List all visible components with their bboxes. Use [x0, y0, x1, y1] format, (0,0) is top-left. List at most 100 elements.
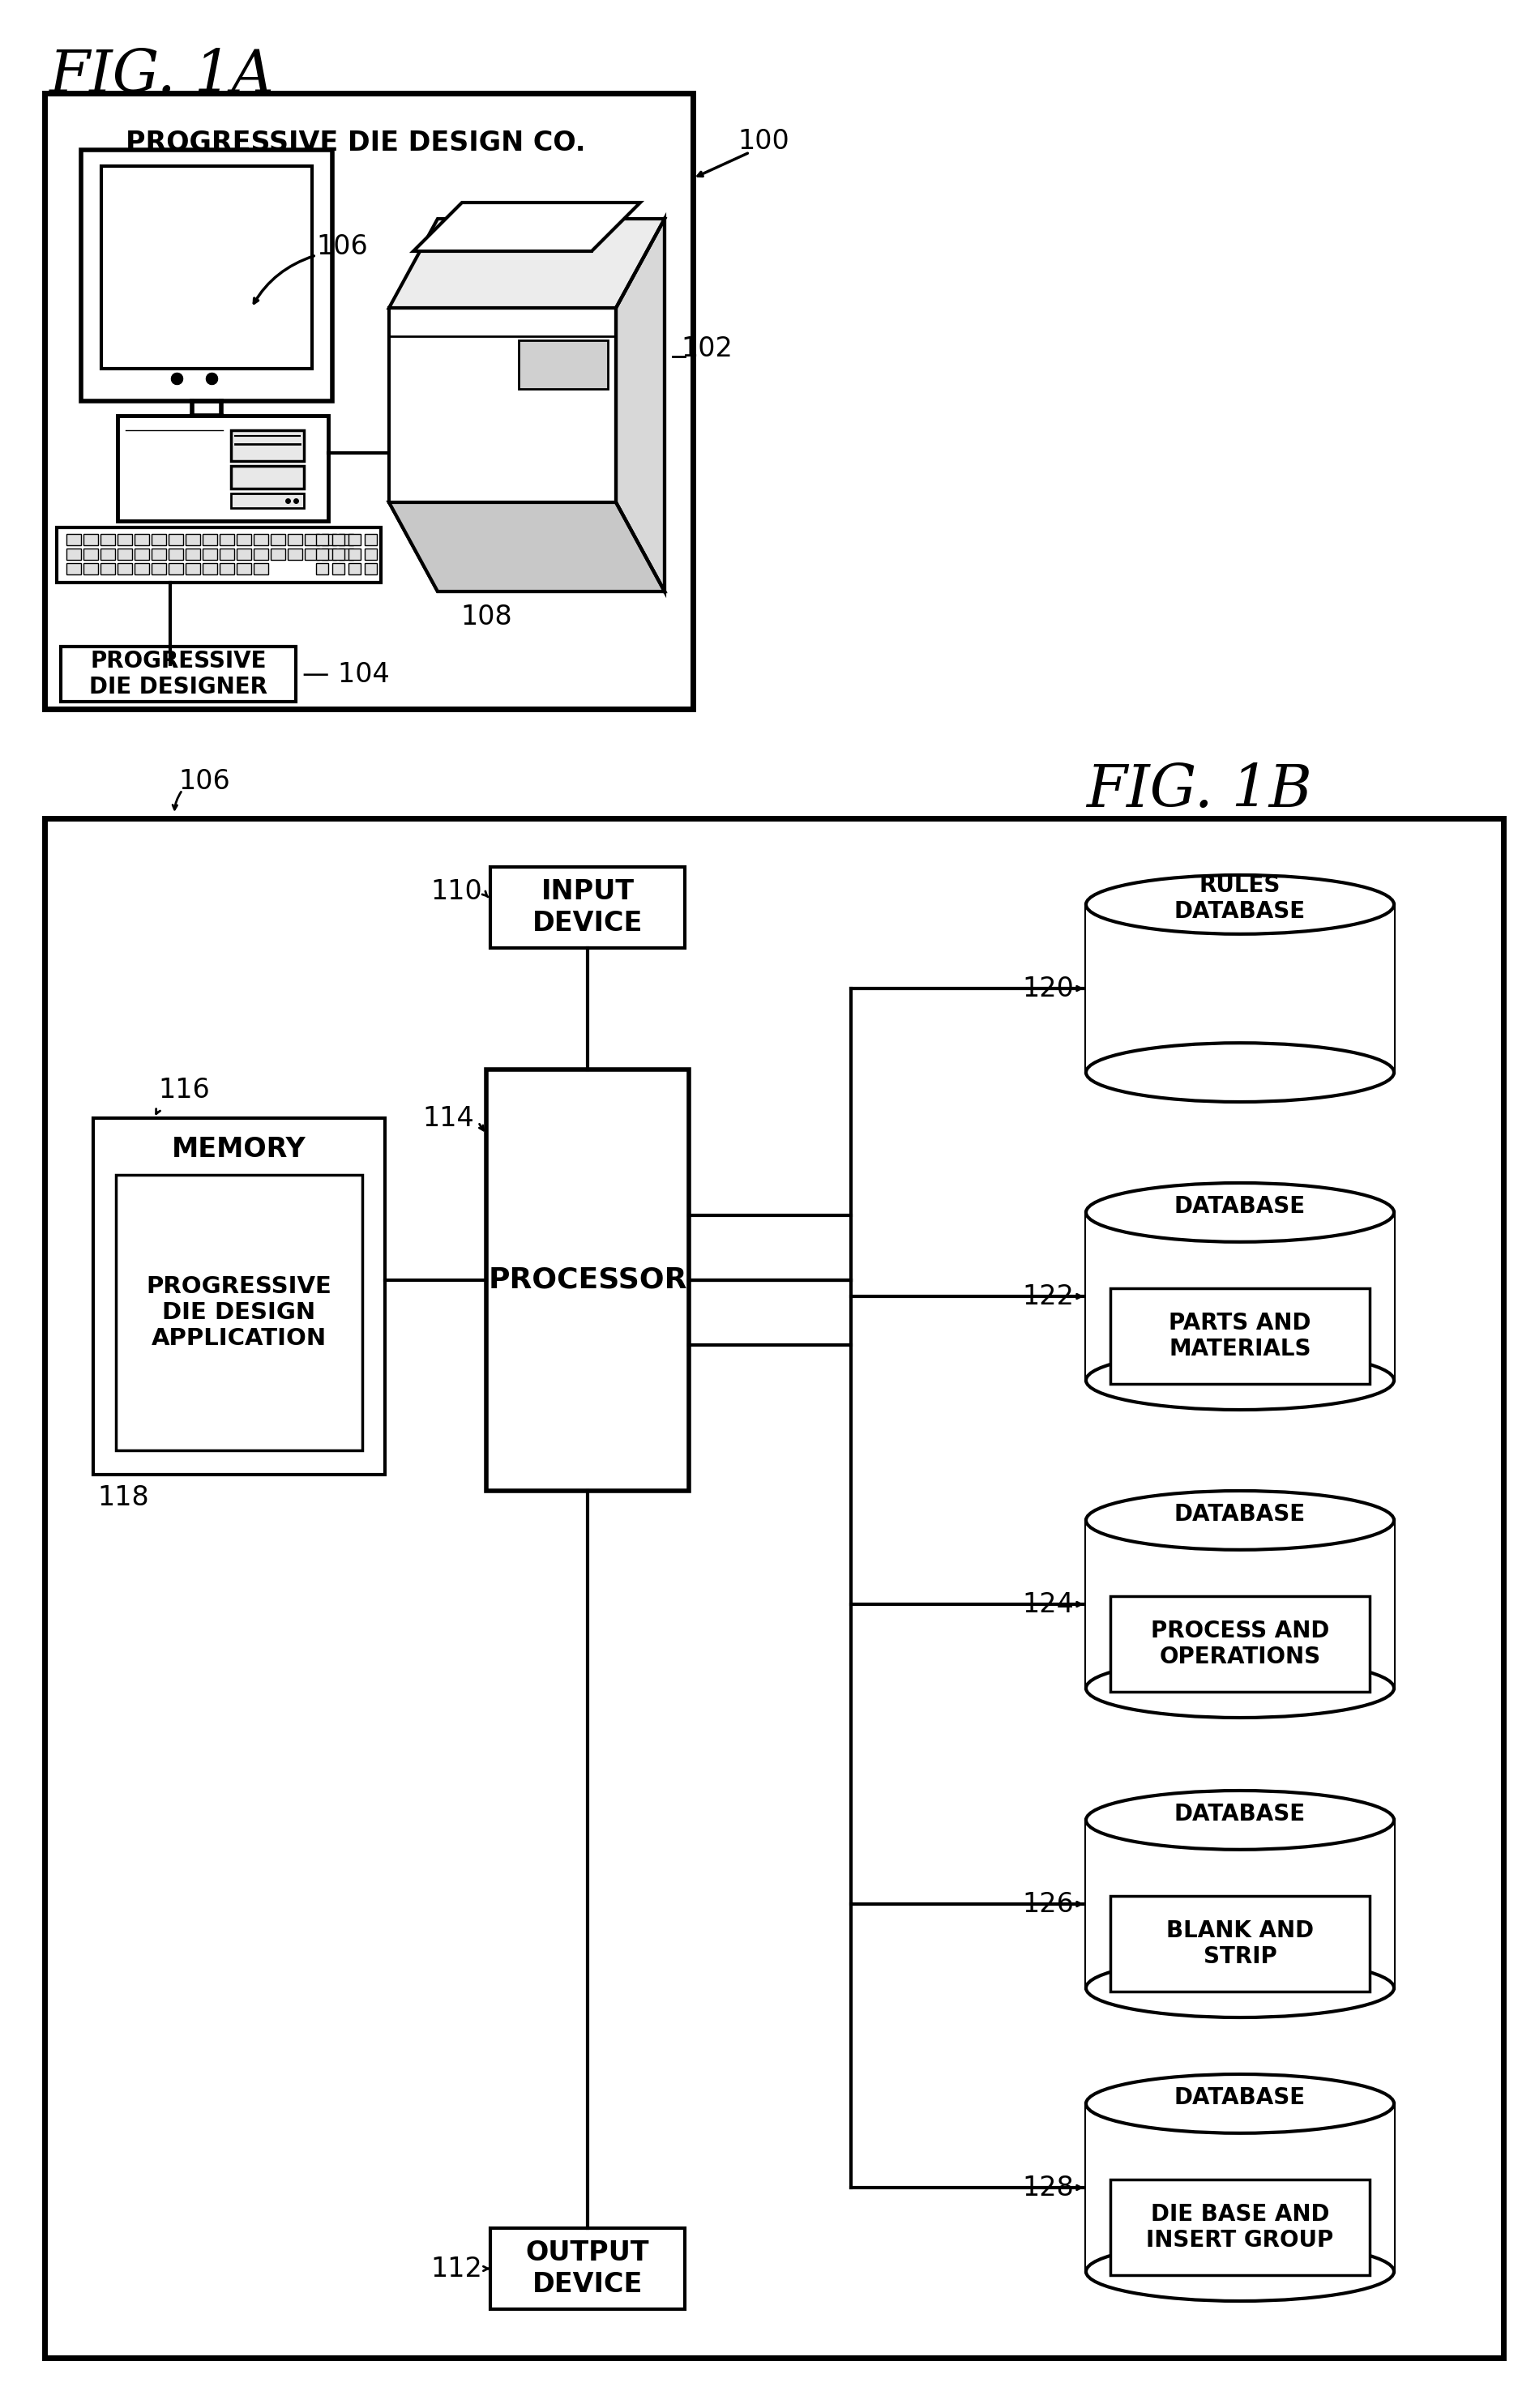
Text: — 104: — 104 [302, 660, 390, 686]
Polygon shape [388, 503, 665, 592]
Bar [365, 563, 378, 576]
Bar [117, 1175, 362, 1450]
Bar [287, 549, 302, 561]
Text: PROGRESSIVE
DIE DESIGNER: PROGRESSIVE DIE DESIGNER [89, 650, 267, 698]
Bar [169, 535, 183, 544]
Text: 118: 118 [97, 1483, 149, 1512]
Bar [118, 549, 132, 561]
Text: 108: 108 [460, 604, 513, 631]
Bar [61, 648, 296, 701]
Ellipse shape [1085, 874, 1394, 934]
Text: 124: 124 [1022, 1592, 1074, 1618]
Bar [152, 535, 166, 544]
Text: DIE BASE AND
INSERT GROUP: DIE BASE AND INSERT GROUP [1147, 2203, 1334, 2251]
Bar [332, 549, 344, 561]
Bar [270, 535, 286, 544]
Bar [152, 549, 166, 561]
Bar [1085, 1820, 1394, 1989]
Text: 114: 114 [422, 1105, 474, 1132]
Polygon shape [388, 308, 616, 503]
Bar [83, 549, 98, 561]
Bar [348, 563, 361, 576]
Bar [316, 563, 328, 576]
Bar [332, 535, 344, 544]
Bar [203, 563, 216, 576]
Text: BLANK AND
STRIP: BLANK AND STRIP [1167, 1919, 1314, 1967]
Bar [490, 867, 685, 949]
Bar [253, 563, 269, 576]
Text: DATABASE: DATABASE [1174, 1194, 1306, 1218]
Text: 106: 106 [316, 234, 368, 260]
Bar [305, 535, 319, 544]
Bar [220, 563, 235, 576]
Bar [66, 563, 81, 576]
Bar [118, 535, 132, 544]
Bar [305, 549, 319, 561]
Bar [100, 549, 115, 561]
Polygon shape [616, 219, 665, 592]
Bar [490, 2227, 685, 2309]
Bar [186, 535, 200, 544]
Polygon shape [388, 219, 665, 308]
Bar [101, 166, 312, 368]
Bar [118, 417, 328, 520]
Text: DATABASE: DATABASE [1174, 1804, 1306, 1825]
Text: 110: 110 [430, 879, 482, 905]
Bar [45, 94, 692, 708]
Polygon shape [519, 340, 608, 390]
Text: 112: 112 [430, 2256, 482, 2283]
Bar [1085, 905, 1394, 1072]
Bar [1110, 2179, 1369, 2276]
Ellipse shape [1085, 1043, 1394, 1103]
Bar [253, 549, 269, 561]
Bar [332, 563, 344, 576]
Bar [45, 819, 1503, 2357]
Bar [83, 535, 98, 544]
Bar [186, 549, 200, 561]
Bar [118, 563, 132, 576]
Bar [1110, 1597, 1369, 1690]
Bar [322, 549, 336, 561]
Text: OUTPUT
DEVICE: OUTPUT DEVICE [527, 2239, 649, 2297]
Bar [236, 563, 252, 576]
Ellipse shape [1085, 1351, 1394, 1409]
Bar [253, 535, 269, 544]
Bar [66, 535, 81, 544]
Bar [169, 563, 183, 576]
Ellipse shape [1085, 1958, 1394, 2018]
Text: 106: 106 [178, 768, 230, 795]
Bar [83, 563, 98, 576]
Bar [1085, 1519, 1394, 1688]
Ellipse shape [1085, 2242, 1394, 2302]
Bar [348, 549, 361, 561]
Text: FIG. 1A: FIG. 1A [49, 48, 273, 104]
Text: PROCESSOR: PROCESSOR [488, 1267, 688, 1293]
Polygon shape [388, 503, 665, 592]
Bar [203, 535, 216, 544]
Text: 102: 102 [682, 335, 732, 361]
Bar [100, 535, 115, 544]
Bar [220, 549, 235, 561]
Ellipse shape [1085, 1182, 1394, 1243]
Text: PARTS AND
MATERIALS: PARTS AND MATERIALS [1168, 1312, 1311, 1361]
Ellipse shape [1085, 1491, 1394, 1551]
Ellipse shape [1085, 2073, 1394, 2133]
Bar [135, 549, 149, 561]
Bar [322, 535, 336, 544]
Bar [186, 563, 200, 576]
Text: RULES
DATABASE: RULES DATABASE [1174, 874, 1306, 922]
Bar [81, 149, 332, 402]
Text: 126: 126 [1022, 1890, 1074, 1917]
Bar [94, 1117, 385, 1474]
Polygon shape [413, 202, 640, 250]
Text: DATABASE: DATABASE [1174, 2085, 1306, 2109]
Bar [152, 563, 166, 576]
Text: 120: 120 [1022, 975, 1074, 1002]
Text: 128: 128 [1022, 2174, 1074, 2201]
Bar [1110, 1895, 1369, 1991]
Bar [57, 527, 381, 583]
Text: MEMORY: MEMORY [172, 1137, 307, 1163]
Text: PROGRESSIVE
DIE DESIGN
APPLICATION: PROGRESSIVE DIE DESIGN APPLICATION [146, 1274, 332, 1351]
Bar [348, 535, 361, 544]
Bar [100, 563, 115, 576]
